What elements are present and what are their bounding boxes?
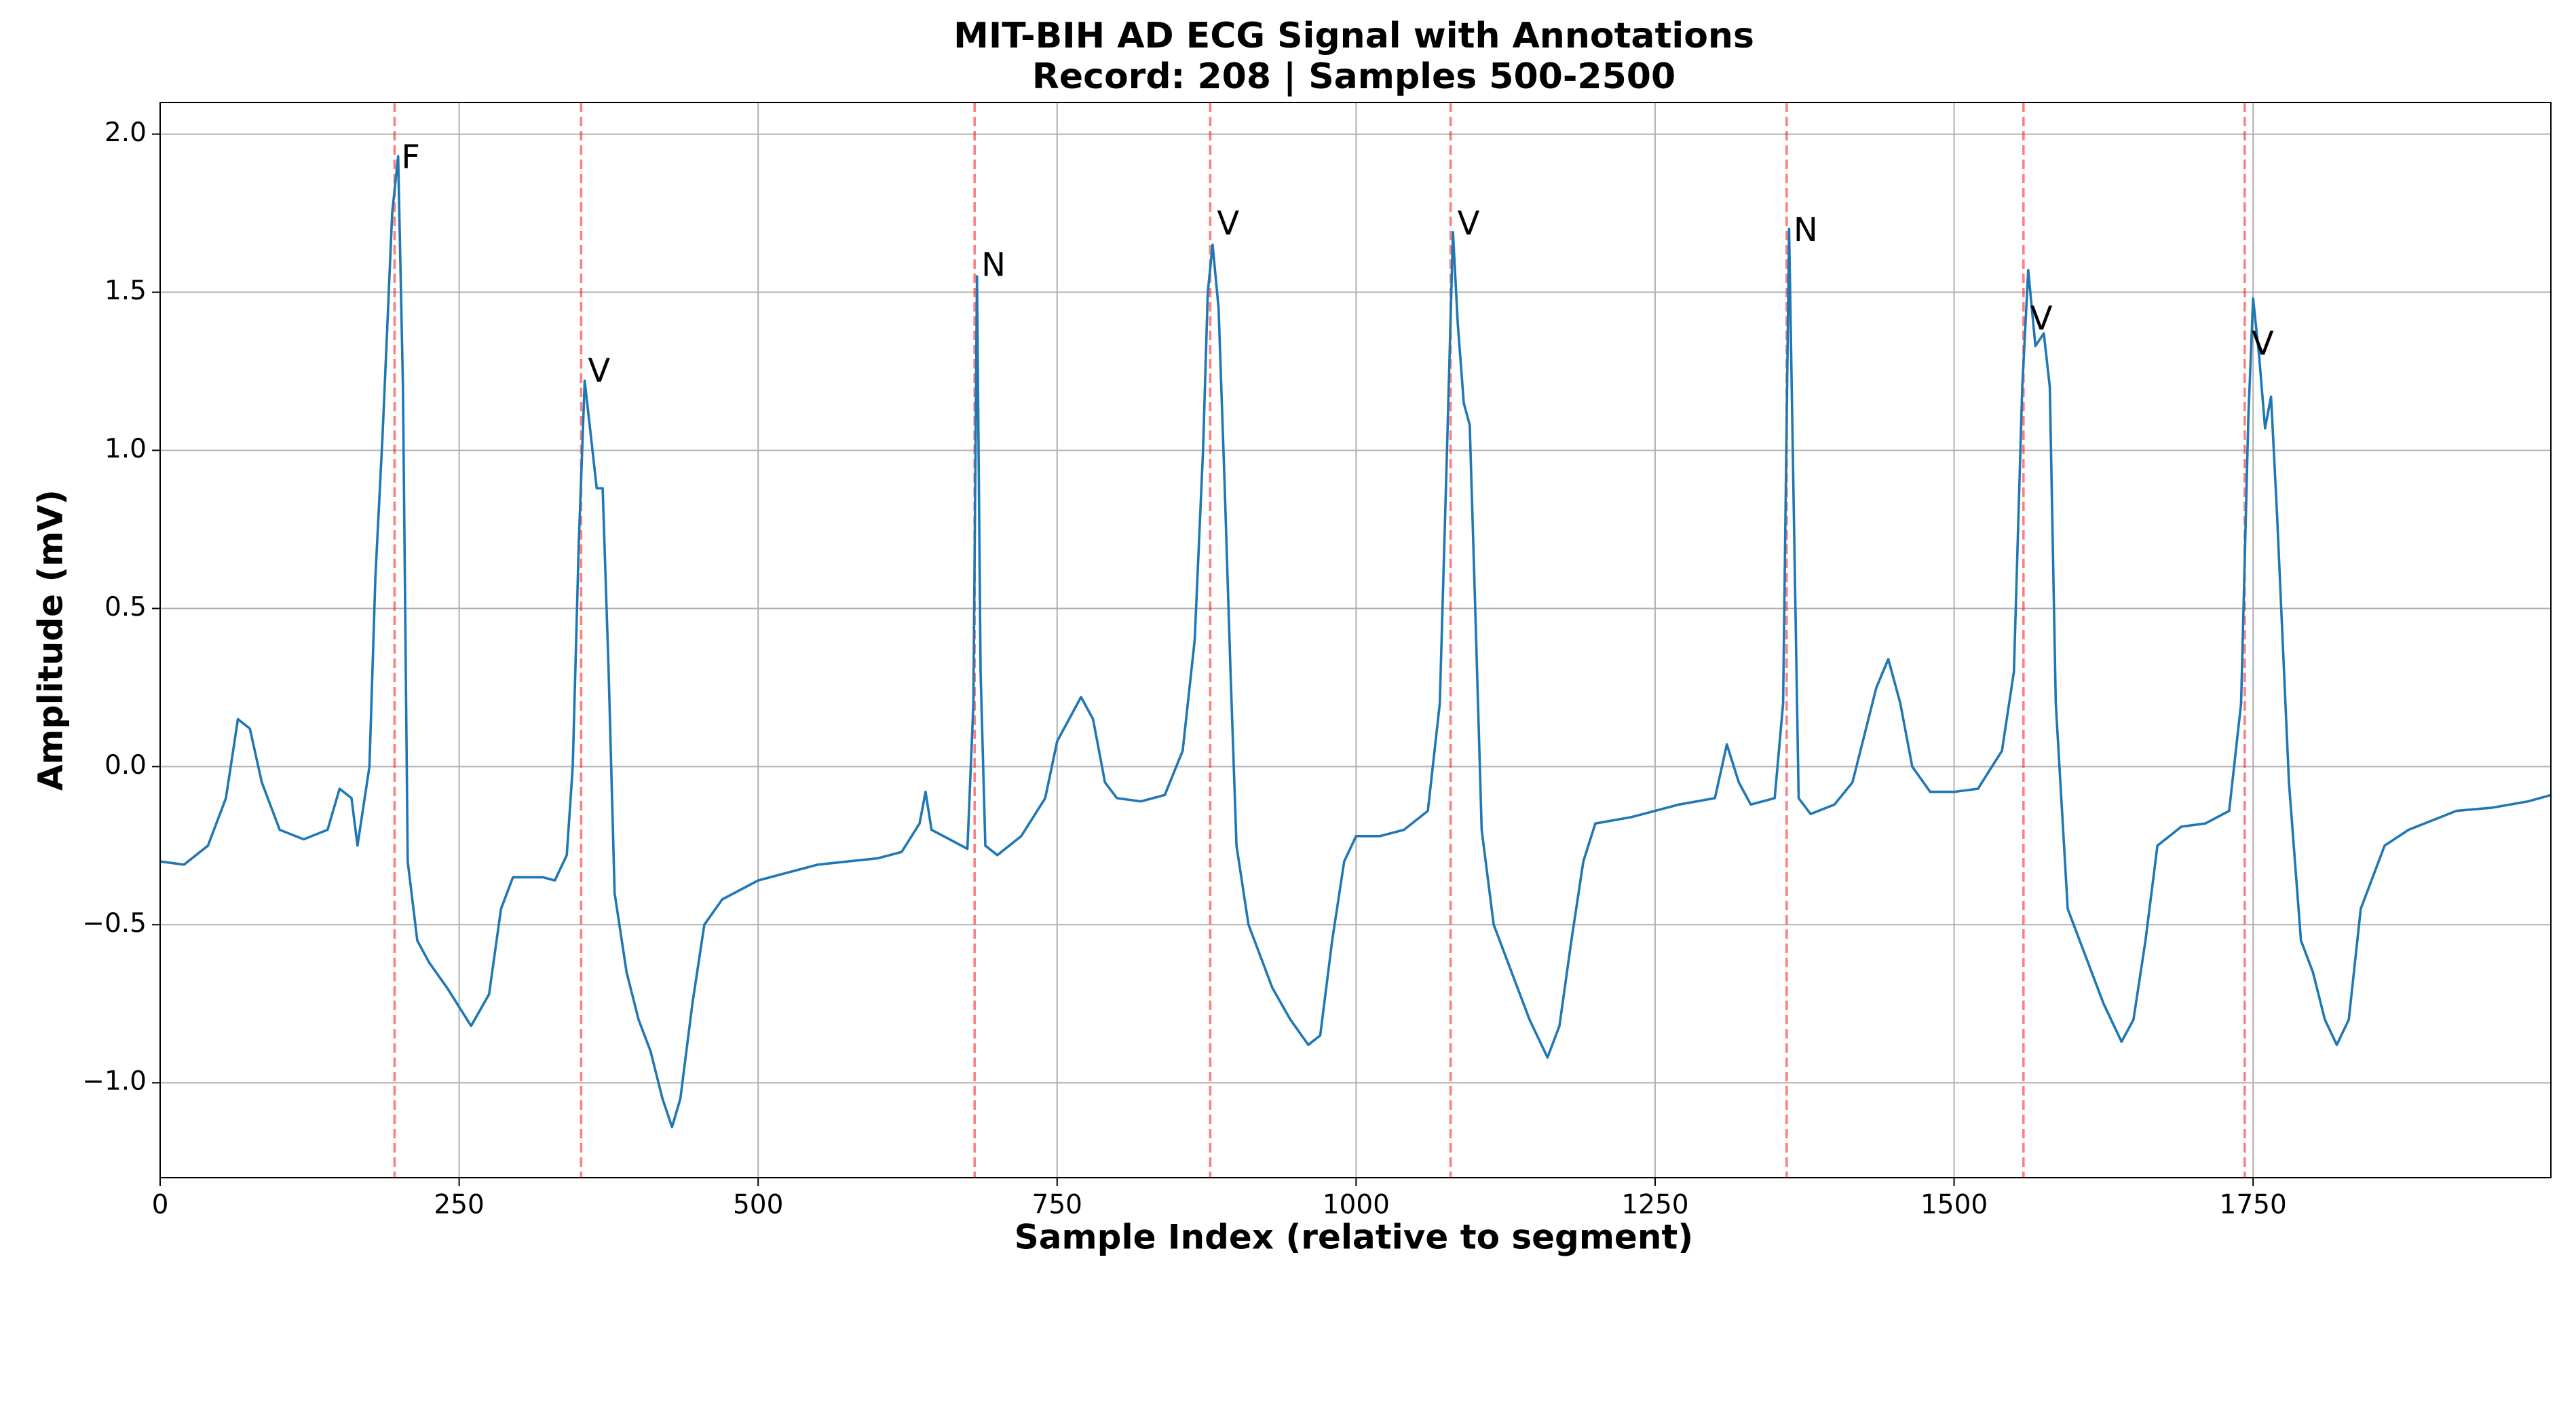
y-tick-label: −1.0 [82,1066,147,1097]
x-tick-label: 1000 [1323,1190,1390,1220]
annotation-label: V [1458,205,1480,243]
y-tick-label: 0.5 [105,592,147,622]
y-tick-label: −0.5 [82,908,147,939]
annotation-label: V [2030,299,2053,337]
signal-line [159,155,2552,1129]
y-tick-label: 1.0 [105,434,147,464]
x-tick-label: 250 [434,1190,484,1220]
x-tick-label: 750 [1032,1190,1082,1220]
y-tick-label: 1.5 [105,276,147,306]
annotation-label: N [981,246,1006,284]
x-tick-label: 0 [152,1190,169,1220]
chart-title: MIT-BIH AD ECG Signal with Annotations [953,16,1754,56]
annotation-label: V [588,352,610,390]
x-axis-label: Sample Index (relative to segment) [1015,1218,1693,1257]
plot-frame [159,102,2552,1178]
chart-subtitle: Record: 208 | Samples 500-2500 [1032,56,1675,97]
y-tick-label: 2.0 [105,117,147,148]
x-tick-label: 500 [733,1190,783,1220]
annotation-label: V [1217,205,1239,243]
y-axis-label: Amplitude (mV) [31,489,71,791]
annotation-label: V [2252,325,2274,363]
x-tick-label: 1500 [1920,1190,1988,1220]
annotation-label: N [1794,211,1818,249]
x-tick-label: 1750 [2220,1190,2287,1220]
annotation-label: F [401,138,420,176]
x-tick-label: 1250 [1621,1190,1688,1220]
y-tick-label: 0.0 [105,750,147,781]
